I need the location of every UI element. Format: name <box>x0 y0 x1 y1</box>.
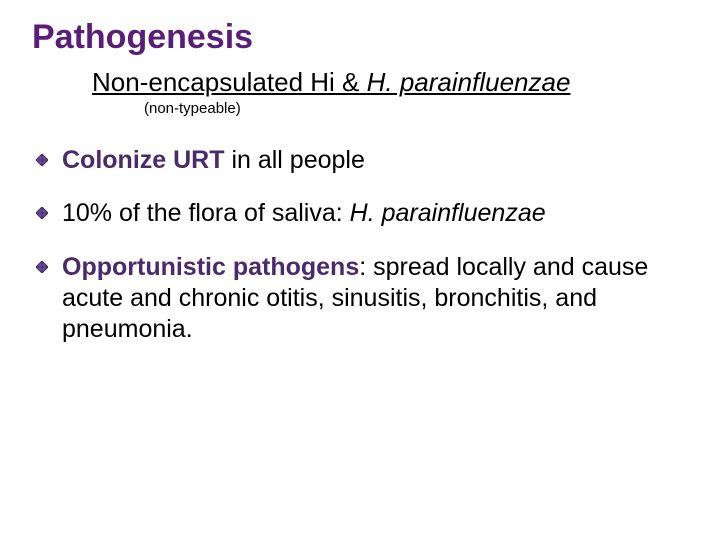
list-item: Opportunistic pathogens: spread locally … <box>36 252 688 346</box>
list-item: Colonize URT in all people <box>36 145 688 176</box>
subtitle-plain: Non-encapsulated Hi & <box>92 67 367 97</box>
diamond-bullet-icon <box>36 154 48 166</box>
slide-title: Pathogenesis <box>32 18 688 57</box>
bullet-bold: Opportunistic pathogens <box>62 253 359 281</box>
subtitle-row: Non-encapsulated Hi & H. parainfluenzae <box>92 67 688 98</box>
list-item: 10% of the flora of saliva: H. parainflu… <box>36 198 688 229</box>
diamond-bullet-icon <box>36 261 48 273</box>
bullet-list: Colonize URT in all people 10% of the fl… <box>36 145 688 345</box>
subtitle-note: (non-typeable) <box>144 100 688 117</box>
slide: Pathogenesis Non-encapsulated Hi & H. pa… <box>0 0 720 540</box>
diamond-bullet-icon <box>36 207 48 219</box>
subtitle-italic: H. parainfluenzae <box>367 67 571 97</box>
bullet-text: in all people <box>225 146 365 174</box>
bullet-bold: Colonize URT <box>62 146 225 174</box>
bullet-italic: H. parainfluenzae <box>350 199 546 227</box>
bullet-text: 10% of the flora of saliva: <box>62 199 350 227</box>
